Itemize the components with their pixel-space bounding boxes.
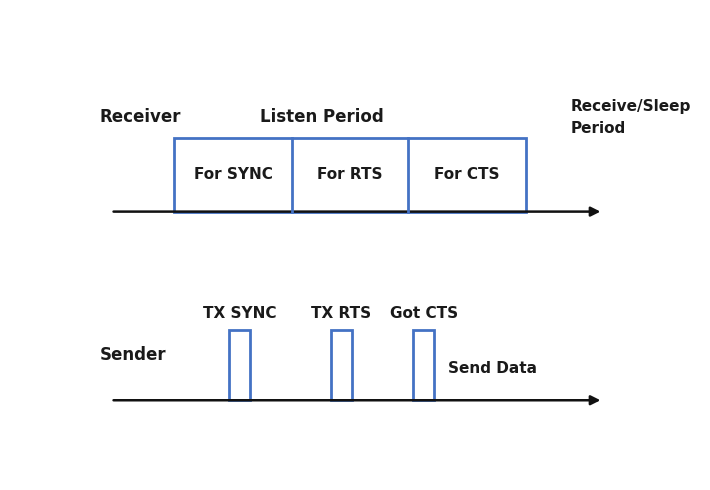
Text: TX RTS: TX RTS [311, 306, 371, 321]
Bar [229, 330, 250, 400]
Bar [413, 330, 435, 400]
Text: TX SYNC: TX SYNC [203, 306, 276, 321]
Bar [331, 330, 351, 400]
Text: Sender: Sender [99, 346, 166, 364]
Text: Receive/Sleep: Receive/Sleep [570, 98, 691, 114]
Text: For SYNC: For SYNC [194, 167, 273, 182]
Text: Got CTS: Got CTS [390, 306, 458, 321]
Text: For RTS: For RTS [317, 167, 383, 182]
Text: Send Data: Send Data [448, 361, 537, 376]
Text: Listen Period: Listen Period [260, 108, 384, 126]
Text: Receiver: Receiver [99, 108, 181, 126]
Bar [174, 138, 526, 212]
Text: For CTS: For CTS [435, 167, 500, 182]
Text: Period: Period [570, 121, 626, 136]
